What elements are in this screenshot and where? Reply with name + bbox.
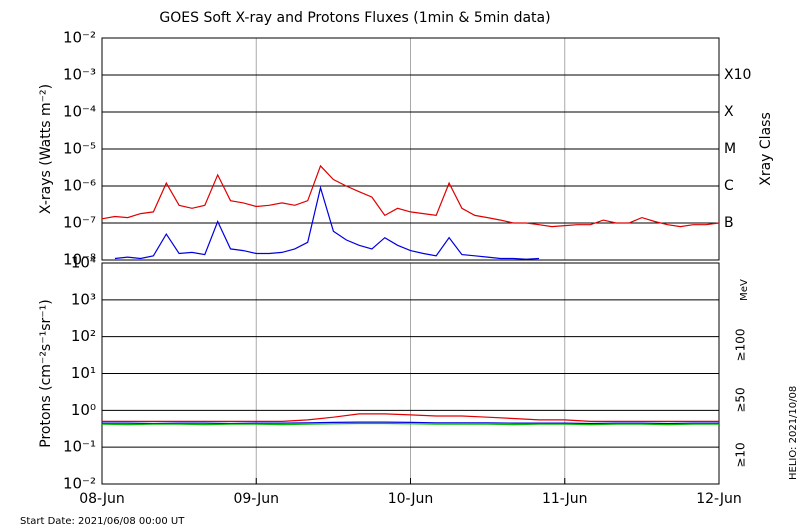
legend-label: ≥10: [734, 442, 748, 467]
y-tick-label: 10⁴: [71, 254, 96, 272]
x-tick-label: 11-Jun: [542, 491, 588, 507]
y-tick-label: 10⁻⁶: [63, 177, 96, 195]
y-tick-label: 10⁻⁵: [63, 140, 96, 158]
series-line: [101, 164, 720, 228]
series-line: [114, 185, 540, 260]
series-line: [102, 413, 719, 422]
x-tick-label: 10-Jun: [388, 491, 434, 507]
y-tick-label: 10⁻⁷: [63, 214, 96, 232]
class-label: M: [724, 141, 736, 157]
class-label: C: [724, 178, 734, 194]
y2-axis-label: Xray Class: [758, 112, 774, 186]
plot-frame: [101, 262, 720, 485]
x-tick-label: 09-Jun: [233, 491, 279, 507]
y-tick-label: 10²: [71, 327, 96, 345]
series-line: [102, 421, 719, 425]
y-tick-label: 10⁻⁸: [63, 251, 96, 269]
x-tick-label: 08-Jun: [79, 491, 125, 507]
class-label: B: [724, 215, 734, 231]
y-tick-label: 10⁻²: [63, 475, 96, 493]
class-label: X: [724, 104, 734, 120]
legend-label: ≥100: [734, 329, 748, 362]
series-line: [101, 422, 719, 426]
y-tick-label: 10⁻²: [63, 29, 96, 47]
legend-label: ≥50: [734, 387, 748, 412]
y-tick-label: 10⁻⁴: [63, 103, 96, 121]
start-date: Start Date: 2021/06/08 00:00 UT: [20, 516, 185, 527]
y-tick-label: 10⁻³: [63, 66, 96, 84]
y-axis-label: X-rays (Watts m⁻²): [38, 84, 54, 214]
class-label: X10: [724, 67, 751, 83]
plot-frame: [101, 37, 720, 261]
y-axis-label: Protons (cm⁻²s⁻¹sr⁻¹): [38, 299, 54, 448]
legend-unit: MeV: [739, 279, 750, 301]
y-tick-label: 10⁰: [71, 401, 96, 419]
chart-title: GOES Soft X-ray and Protons Fluxes (1min…: [159, 10, 550, 26]
x-tick-label: 12-Jun: [696, 491, 742, 507]
y-tick-label: 10³: [71, 290, 96, 308]
y-tick-label: 10⁻¹: [63, 438, 96, 456]
credit: HELIO: 2021/10/08: [788, 386, 799, 480]
y-tick-label: 10¹: [71, 364, 96, 382]
